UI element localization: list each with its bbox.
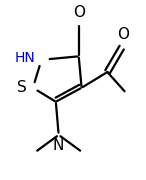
- Text: HN: HN: [15, 51, 36, 65]
- Text: S: S: [17, 80, 27, 95]
- Text: O: O: [73, 5, 85, 20]
- Text: N: N: [53, 138, 64, 153]
- Text: O: O: [117, 27, 129, 42]
